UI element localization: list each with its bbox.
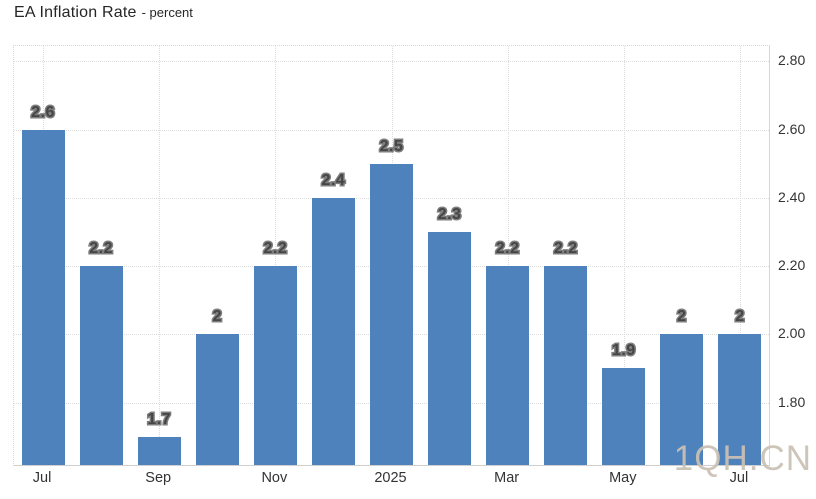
bar-value-label: 2 bbox=[734, 307, 746, 327]
x-tick-label: Nov bbox=[261, 470, 288, 486]
y-tick-label: 2.80 bbox=[778, 52, 806, 69]
x-tick-label: Mar bbox=[494, 470, 520, 486]
plot-area: 2.6 2.2 1.7 2 2.2 2.4 2.5 2.3 2.2 2.2 1.9 2 2 bbox=[13, 45, 770, 466]
bar-sep[interactable] bbox=[137, 436, 181, 465]
x-tick-label: Jul bbox=[32, 470, 52, 486]
v-gridline bbox=[159, 46, 161, 465]
bar-jan-2025[interactable] bbox=[370, 163, 413, 465]
watermark: 1QH.CN bbox=[673, 439, 812, 478]
x-tick-label: May bbox=[609, 470, 637, 486]
bar-value-label: 2.5 bbox=[378, 136, 404, 156]
chart-title: EA Inflation Rate bbox=[14, 4, 137, 21]
bar-jul[interactable] bbox=[718, 334, 762, 465]
bar-value-label: 2.2 bbox=[88, 239, 114, 259]
bar-may[interactable] bbox=[602, 368, 646, 465]
y-tick-label: 2.40 bbox=[778, 188, 806, 205]
bar-value-label: 2.3 bbox=[436, 204, 462, 224]
bar-jul[interactable] bbox=[21, 129, 65, 465]
x-tick-label: 2025 bbox=[374, 470, 407, 486]
x-tick-label: Sep bbox=[145, 470, 172, 486]
bar-jun[interactable] bbox=[660, 334, 704, 465]
chart-subtitle: - percent bbox=[141, 5, 193, 20]
v-gridline bbox=[623, 46, 625, 465]
v-gridline bbox=[739, 46, 741, 465]
bar-oct[interactable] bbox=[195, 334, 239, 465]
x-tick-label: Jul bbox=[729, 470, 749, 486]
bar-value-label: 2 bbox=[211, 307, 223, 327]
bar-value-label: 2.6 bbox=[30, 102, 56, 122]
y-tick-label: 2.20 bbox=[778, 257, 806, 274]
bar-value-label: 1.9 bbox=[610, 341, 636, 361]
bar-feb[interactable] bbox=[428, 231, 472, 465]
bar-mar[interactable] bbox=[486, 266, 530, 465]
bar-aug[interactable] bbox=[79, 266, 123, 465]
bar-value-label: 2.2 bbox=[552, 239, 578, 259]
bar-nov[interactable] bbox=[253, 266, 297, 465]
bar-value-label: 1.7 bbox=[146, 409, 172, 429]
bar-value-label: 2.2 bbox=[262, 239, 288, 259]
bar-value-label: 2.4 bbox=[320, 170, 346, 190]
bar-apr[interactable] bbox=[544, 266, 588, 465]
chart-header: EA Inflation Rate - percent bbox=[14, 4, 193, 22]
y-tick-label: 2.60 bbox=[778, 120, 806, 137]
y-tick-label: 2.00 bbox=[778, 325, 806, 342]
bar-dec[interactable] bbox=[311, 197, 355, 465]
y-tick-label: 1.80 bbox=[778, 393, 806, 410]
bar-value-label: 2 bbox=[676, 307, 688, 327]
v-gridline bbox=[275, 46, 277, 465]
v-gridline bbox=[507, 46, 509, 465]
bar-value-label: 2.2 bbox=[494, 239, 520, 259]
